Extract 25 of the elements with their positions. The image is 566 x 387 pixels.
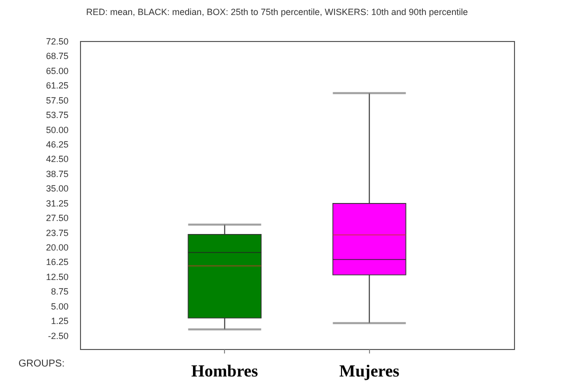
y-tick-label: 68.75	[46, 51, 68, 62]
y-tick-label: 65.00	[46, 66, 68, 76]
y-tick-label: 46.25	[46, 139, 68, 150]
y-tick-label: 20.00	[46, 242, 68, 252]
y-tick-label: 38.75	[46, 168, 68, 179]
x-tick-label: Hombres	[191, 362, 258, 380]
y-tick-label: 57.50	[46, 95, 68, 106]
y-tick-label: 8.75	[50, 286, 68, 297]
chart-title: RED: mean, BLACK: median, BOX: 25th to 75th percentile, WISKERS: 10th and 90th percentile	[86, 7, 468, 17]
y-tick-label: 42.50	[46, 154, 68, 164]
y-tick-label: 5.00	[50, 301, 68, 312]
y-tick-label: 50.00	[46, 124, 68, 135]
y-tick-label: 1.25	[50, 316, 68, 326]
x-axis-title: GROUPS:	[18, 358, 65, 370]
y-tick-label: 35.00	[46, 184, 68, 194]
y-tick-label: 16.25	[46, 257, 68, 268]
y-tick-label: -2.50	[48, 330, 68, 341]
x-tick-label: Mujeres	[339, 362, 400, 380]
y-tick-label: 61.25	[46, 80, 68, 91]
y-tick-label: 31.25	[46, 198, 68, 208]
y-tick-label: 72.50	[46, 36, 68, 46]
y-tick-label: 27.50	[46, 213, 68, 224]
y-tick-label: 12.50	[46, 272, 68, 282]
y-tick-label: 53.75	[46, 110, 68, 120]
y-tick-label: 23.75	[46, 228, 68, 238]
